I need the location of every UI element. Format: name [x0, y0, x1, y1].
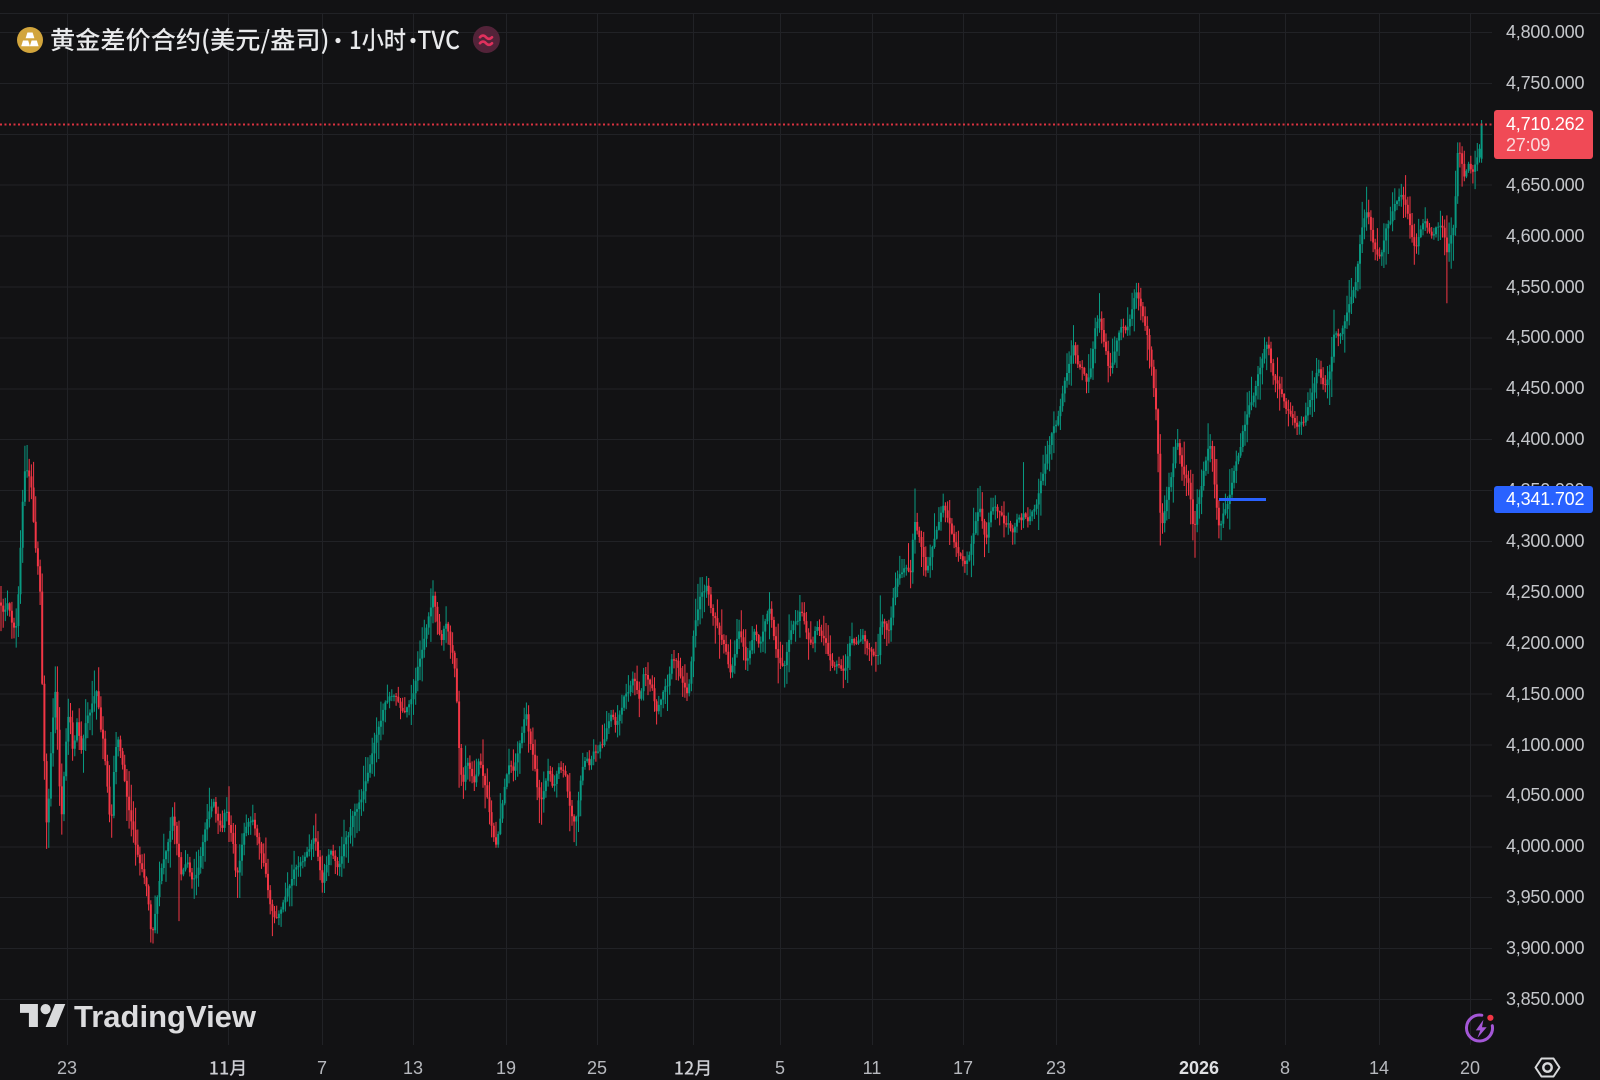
svg-text:TradingView: TradingView	[74, 999, 257, 1034]
